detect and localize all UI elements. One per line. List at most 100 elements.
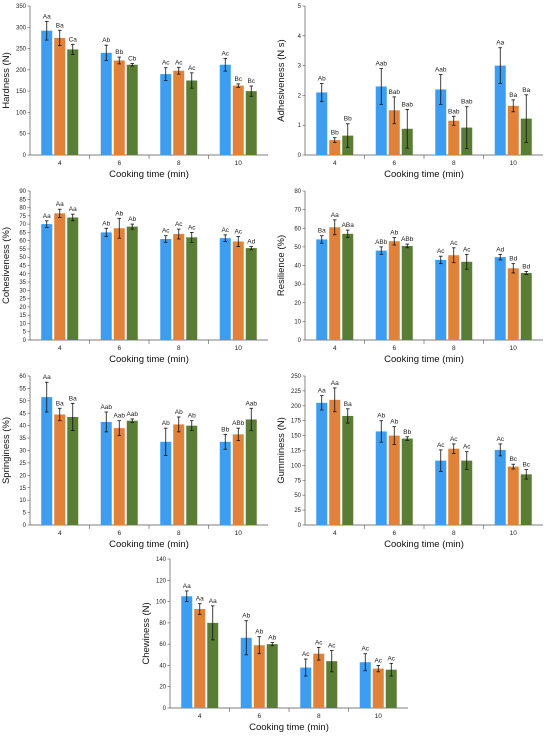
data-label: Aab <box>100 404 112 411</box>
y-tick-label: 45 <box>19 411 26 417</box>
y-tick-label: 20 <box>19 473 26 479</box>
y-axis-title: Resilience (%) <box>276 235 287 296</box>
y-tick-label: 25 <box>294 508 301 514</box>
y-tick-label: 50 <box>294 245 301 251</box>
bar <box>329 140 341 155</box>
y-tick-label: 2 <box>298 93 302 99</box>
data-label: Aa <box>318 388 326 395</box>
y-tick-label: 40 <box>294 264 301 270</box>
data-label: Bab <box>448 108 460 115</box>
y-tick-label: 350 <box>16 4 27 10</box>
bar <box>126 420 138 525</box>
y-tick-label: 120 <box>156 578 167 584</box>
data-label: Aa <box>183 583 191 590</box>
bar <box>435 89 447 155</box>
bar <box>385 669 397 708</box>
x-tick-label: 4 <box>198 713 202 720</box>
y-tick-label: 20 <box>159 685 166 691</box>
y-tick-label: 75 <box>294 478 301 484</box>
x-tick-label: 10 <box>235 345 243 352</box>
x-tick-label: 4 <box>58 530 62 537</box>
data-label: Aa <box>331 212 339 219</box>
y-tick-label: 30 <box>19 449 26 455</box>
data-label: Ac <box>361 646 369 653</box>
chart-cohesiveness: 0 5 10 15 20 25 30 35 40 45 50 55 60 65 70 75 80 85 90 Aa Aa… <box>1 189 268 365</box>
y-tick-label: 30 <box>294 282 301 288</box>
data-label: Ba <box>318 228 326 235</box>
data-label: ABa <box>342 222 355 229</box>
x-tick-label: 8 <box>317 713 321 720</box>
data-label: Ba <box>69 395 77 402</box>
data-label: Aa <box>209 598 217 605</box>
data-label: Bc <box>522 462 530 469</box>
bar <box>326 661 338 708</box>
bar <box>342 233 354 340</box>
x-axis-title: Cooking time (min) <box>109 539 189 550</box>
data-label: Ab <box>242 613 250 620</box>
data-label: Bd <box>509 256 517 263</box>
bar <box>240 637 252 708</box>
x-tick-label: 4 <box>333 160 337 167</box>
data-label: Ba <box>56 400 64 407</box>
data-label: Ac <box>450 240 458 247</box>
y-tick-label: 60 <box>294 226 301 232</box>
bar <box>448 448 460 525</box>
data-label: Ba <box>522 87 530 94</box>
bar <box>41 30 53 155</box>
data-label: Ac <box>188 224 196 231</box>
bar <box>300 667 312 708</box>
bar <box>372 668 384 708</box>
y-tick-label: 60 <box>159 642 166 648</box>
bar <box>173 234 185 340</box>
y-tick-label: 90 <box>19 189 26 195</box>
bar <box>232 85 244 155</box>
bar <box>388 241 400 340</box>
data-label: Aa <box>331 380 339 387</box>
data-label: Aab <box>245 400 257 407</box>
data-label: Bb <box>221 426 229 433</box>
bar <box>507 466 519 525</box>
data-label: Aa <box>496 40 504 47</box>
y-tick-label: 10 <box>294 319 301 325</box>
x-tick-label: 6 <box>392 345 396 352</box>
data-label: Ba <box>56 22 64 29</box>
x-tick-label: 6 <box>117 160 121 167</box>
y-tick-label: 1 <box>298 123 302 129</box>
y-tick-label: 60 <box>19 374 26 380</box>
bar <box>494 257 506 340</box>
data-label: Aa <box>69 206 77 213</box>
data-label: ABb <box>375 239 388 246</box>
y-tick-label: 80 <box>159 621 166 627</box>
bar <box>245 419 257 525</box>
data-label: Ab <box>188 413 196 420</box>
y-tick-label: 250 <box>16 47 27 53</box>
data-label: Aa <box>43 374 51 381</box>
y-tick-label: 0 <box>23 153 27 159</box>
data-label: Aa <box>196 596 204 603</box>
y-axis-title: Springiness (%) <box>1 417 12 484</box>
data-label: Ab <box>377 413 385 420</box>
bar <box>67 49 79 156</box>
y-tick-label: 55 <box>19 386 26 392</box>
bar <box>126 226 138 340</box>
x-tick-label: 10 <box>510 530 518 537</box>
bar <box>41 397 53 525</box>
x-axis-title: Cooking time (min) <box>249 722 329 733</box>
data-label: Ab <box>128 216 136 223</box>
data-label: Ab <box>162 420 170 427</box>
chart-chewiness: 0 20 40 60 80 100 120 140 Aa Aa Aa 4 Ab Ab Ab 6 Ac Ac Ac 8 A… <box>141 557 408 733</box>
bar <box>186 80 198 155</box>
data-label: Bd <box>522 263 530 270</box>
bar <box>194 609 206 708</box>
y-tick-label: 300 <box>16 25 27 31</box>
data-label: Ab <box>390 230 398 237</box>
y-tick-label: 80 <box>294 189 301 195</box>
y-axis-title: Hardness (N) <box>1 52 12 109</box>
y-tick-label: 125 <box>291 449 302 455</box>
chart-hardness: 0 50 100 150 200 250 300 350 Aa Ba Ca 4 Ab Bb Cb 6 Ac Ac A… <box>1 4 268 180</box>
y-tick-label: 15 <box>19 313 26 319</box>
x-tick-label: 8 <box>452 530 456 537</box>
y-tick-label: 140 <box>156 557 167 563</box>
